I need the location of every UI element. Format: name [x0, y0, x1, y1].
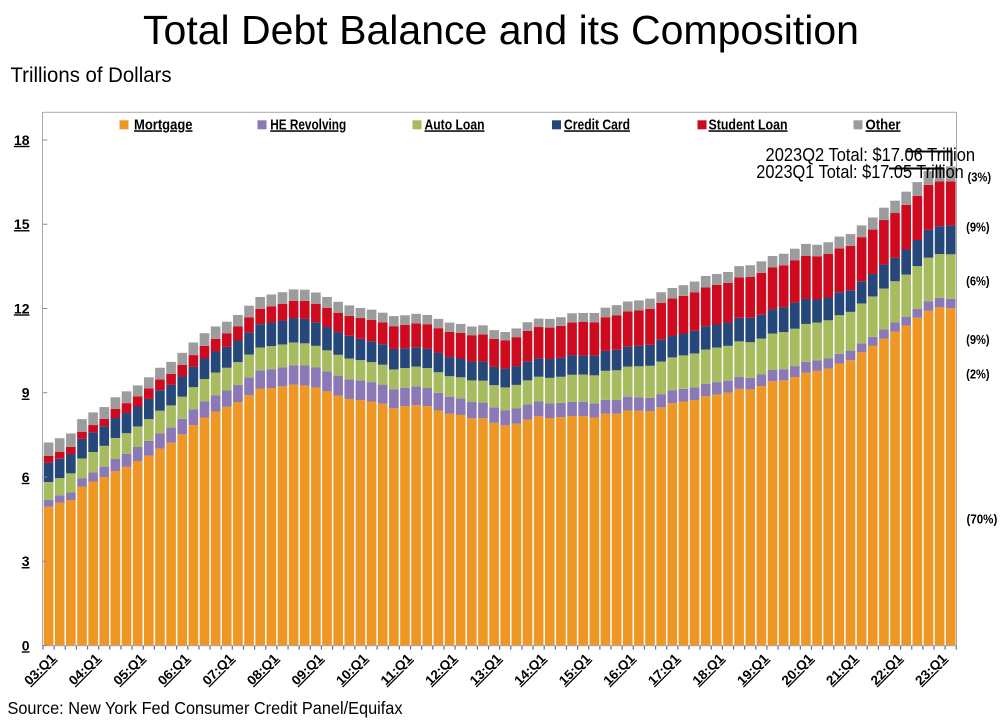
svg-text:2023Q2 Total: $17.06 Trillion: 2023Q2 Total: $17.06 Trillion [766, 144, 976, 165]
svg-text:Student Loan: Student Loan [709, 116, 788, 133]
svg-text:Source: New York Fed Consumer: Source: New York Fed Consumer Credit Pan… [8, 698, 403, 718]
svg-text:12: 12 [14, 300, 30, 316]
svg-text:Mortgage: Mortgage [134, 116, 193, 133]
svg-text:Total Debt Balance and its Com: Total Debt Balance and its Composition [143, 7, 859, 53]
svg-text:0: 0 [22, 637, 30, 653]
svg-text:(9%): (9%) [966, 332, 990, 347]
svg-text:2023Q1 Total: $17.05 Trillion: 2023Q1 Total: $17.05 Trillion [756, 161, 964, 182]
svg-text:Other: Other [866, 116, 901, 133]
svg-text:(2%): (2%) [966, 366, 990, 381]
svg-text:(6%): (6%) [966, 273, 990, 288]
svg-text:HE Revolving: HE Revolving [270, 116, 346, 133]
svg-text:Trillions of Dollars: Trillions of Dollars [11, 64, 172, 87]
svg-text:(3%): (3%) [968, 170, 992, 185]
svg-text:15: 15 [14, 216, 30, 232]
svg-text:3: 3 [22, 553, 30, 569]
svg-text:(70%): (70%) [967, 512, 998, 527]
svg-text:18: 18 [14, 132, 30, 148]
svg-text:Credit Card: Credit Card [564, 116, 630, 133]
svg-text:9: 9 [22, 385, 30, 401]
svg-text:6: 6 [22, 469, 30, 485]
svg-text:(9%): (9%) [966, 220, 990, 235]
svg-text:Auto Loan: Auto Loan [425, 116, 485, 133]
